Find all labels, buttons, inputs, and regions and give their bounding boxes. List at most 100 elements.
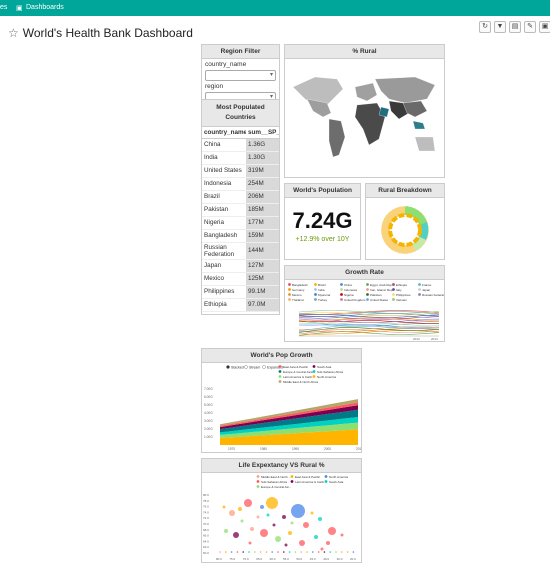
bubble-point[interactable] xyxy=(250,527,254,531)
area-series[interactable] xyxy=(220,402,358,428)
legend-dot[interactable] xyxy=(340,293,343,296)
legend-dot[interactable] xyxy=(418,283,421,286)
legend-dot[interactable] xyxy=(340,288,343,291)
area-series[interactable] xyxy=(220,417,358,435)
growth-series-line[interactable] xyxy=(298,315,440,319)
legend-dot[interactable] xyxy=(392,283,395,286)
bubble-point[interactable] xyxy=(352,551,355,553)
bubble-point[interactable] xyxy=(224,529,228,533)
legend-dot[interactable] xyxy=(312,370,316,373)
legend-label[interactable]: Iran, Islamic Rep. xyxy=(370,288,394,292)
table-row[interactable]: Japan 127M xyxy=(202,259,279,273)
legend-label[interactable]: Indonesia xyxy=(344,288,357,292)
legend-label[interactable]: Philippines xyxy=(396,293,411,297)
legend-dot[interactable] xyxy=(256,475,260,478)
stack-control-label[interactable]: Expanded xyxy=(267,365,283,369)
bubble-point[interactable] xyxy=(266,497,278,509)
legend-dot[interactable] xyxy=(366,298,369,301)
table-row[interactable]: United States 319M xyxy=(202,164,279,178)
bubble-point[interactable] xyxy=(283,551,285,553)
legend-dot[interactable] xyxy=(314,288,317,291)
bubble-point[interactable] xyxy=(300,551,302,553)
bubble-point[interactable] xyxy=(260,529,268,537)
bubble-point[interactable] xyxy=(233,532,239,538)
legend-dot[interactable] xyxy=(288,288,291,291)
bubble-point[interactable] xyxy=(288,531,292,535)
legend-dot[interactable] xyxy=(290,475,294,478)
legend-dot[interactable] xyxy=(366,283,369,286)
legend-label[interactable]: Turkey xyxy=(318,298,328,302)
bubble-point[interactable] xyxy=(259,551,262,553)
legend-label[interactable]: Russian Federation xyxy=(422,293,444,297)
country-select[interactable] xyxy=(205,70,276,81)
bubble-point[interactable] xyxy=(230,551,233,553)
legend-label[interactable]: South Asia xyxy=(329,480,344,484)
legend-dot[interactable] xyxy=(256,485,260,488)
bubble-point[interactable] xyxy=(260,505,264,509)
legend-dot[interactable] xyxy=(290,480,294,483)
bubble-point[interactable] xyxy=(244,499,252,507)
bubble-point[interactable] xyxy=(306,551,308,553)
bubble-point[interactable] xyxy=(272,523,276,527)
bubble-point[interactable] xyxy=(236,551,239,553)
legend-label[interactable]: Latin America & Carib. xyxy=(283,375,313,379)
legend-label[interactable]: Mexico xyxy=(292,293,302,297)
bubble-point[interactable] xyxy=(335,551,337,553)
refresh-icon[interactable]: ↻ xyxy=(479,21,491,33)
bubble-point[interactable] xyxy=(277,551,279,553)
bubble-point[interactable] xyxy=(317,551,320,553)
legend-dot[interactable] xyxy=(314,298,317,301)
legend-label[interactable]: Bangladesh xyxy=(292,283,308,287)
stack-control-radio[interactable] xyxy=(226,365,230,369)
area-series[interactable] xyxy=(220,405,358,430)
legend-label[interactable]: Middle East & North Africa xyxy=(283,380,318,384)
bubble-point[interactable] xyxy=(291,504,305,518)
bubble-point[interactable] xyxy=(314,535,318,539)
bubble-point[interactable] xyxy=(256,515,260,519)
growth-series-line[interactable] xyxy=(298,320,439,324)
table-row[interactable]: Ethiopia 97.0M xyxy=(202,298,279,312)
bubble-point[interactable] xyxy=(254,551,256,553)
growth-series-line[interactable] xyxy=(298,316,439,323)
table-row[interactable]: Russian Federation 144M xyxy=(202,242,279,260)
area-series[interactable] xyxy=(220,399,358,426)
pop-growth-chart[interactable]: Stacked Stream Expanded East Asia & Pacific… xyxy=(202,363,361,451)
legend-dot[interactable] xyxy=(392,293,395,296)
legend-label[interactable]: United Kingdom xyxy=(344,298,366,302)
legend-dot[interactable] xyxy=(324,475,328,478)
bubble-point[interactable] xyxy=(294,551,297,553)
stack-control-radio[interactable] xyxy=(262,365,266,369)
bubble-point[interactable] xyxy=(265,551,268,553)
bubble-point[interactable] xyxy=(320,547,324,551)
bubble-point[interactable] xyxy=(222,505,226,509)
legend-label[interactable]: Pakistan xyxy=(370,293,382,297)
sunburst-chart[interactable] xyxy=(366,198,444,258)
legend-dot[interactable] xyxy=(312,365,316,368)
bubble-point[interactable] xyxy=(238,507,242,511)
region-select[interactable] xyxy=(205,92,276,101)
bubble-point[interactable] xyxy=(326,541,330,545)
bubble-point[interactable] xyxy=(318,517,322,521)
col-country[interactable]: country_name xyxy=(202,126,246,139)
legend-dot[interactable] xyxy=(278,380,282,383)
legend-label[interactable]: Thailand xyxy=(292,298,304,302)
css-icon[interactable]: ▤ xyxy=(509,21,521,33)
table-row[interactable]: Philippines 99.1M xyxy=(202,285,279,299)
save-icon[interactable]: ▣ xyxy=(539,21,550,33)
bubble-point[interactable] xyxy=(312,551,314,553)
legend-label[interactable]: Germany xyxy=(292,288,305,292)
legend-dot[interactable] xyxy=(418,288,421,291)
legend-label[interactable]: Europe & Central Asia xyxy=(283,370,313,374)
legend-label[interactable]: Italy xyxy=(396,288,402,292)
growth-series-line[interactable] xyxy=(299,326,440,330)
world-map[interactable] xyxy=(285,59,444,174)
legend-label[interactable]: Middle East & North ... xyxy=(261,475,291,479)
legend-label[interactable]: India xyxy=(318,288,325,292)
bubble-point[interactable] xyxy=(299,540,305,546)
growth-series-line[interactable] xyxy=(298,312,440,316)
legend-label[interactable]: Vietnam xyxy=(396,298,407,302)
legend-dot[interactable] xyxy=(392,298,395,301)
legend-label[interactable]: Myanmar xyxy=(318,293,331,297)
growth-series-line[interactable] xyxy=(298,331,440,336)
legend-label[interactable]: Sub-Saharan Africa xyxy=(261,480,287,484)
